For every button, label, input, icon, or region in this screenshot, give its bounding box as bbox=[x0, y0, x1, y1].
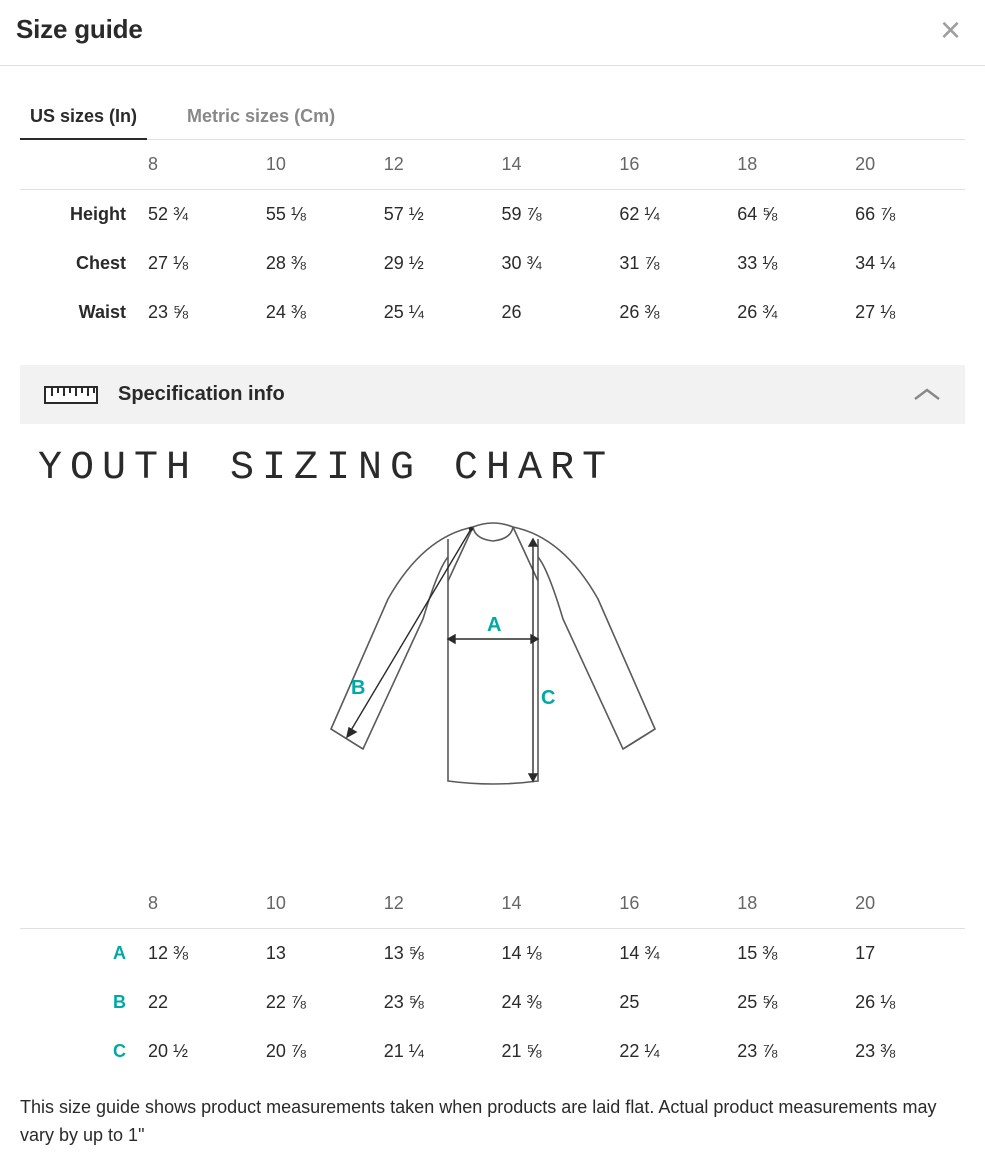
size-col: 16 bbox=[611, 879, 729, 929]
cell: 66 ⅞ bbox=[847, 190, 965, 240]
cell: 25 ¼ bbox=[376, 288, 494, 337]
cell: 20 ½ bbox=[140, 1027, 258, 1076]
cell: 23 ⅜ bbox=[847, 1027, 965, 1076]
size-col: 8 bbox=[140, 140, 258, 190]
cell: 31 ⅞ bbox=[611, 239, 729, 288]
size-col: 8 bbox=[140, 879, 258, 929]
garment-measurements-table: 8 10 12 14 16 18 20 A 12 ⅜ 13 13 ⅝ 14 ⅛ … bbox=[20, 879, 965, 1076]
body-measurements-table: 8 10 12 14 16 18 20 Height 52 ¾ 55 ⅛ 57 … bbox=[20, 140, 965, 337]
diagram-label-c: C bbox=[541, 687, 555, 709]
ruler-icon bbox=[44, 386, 98, 404]
size-col: 18 bbox=[729, 879, 847, 929]
cell: 12 ⅜ bbox=[140, 929, 258, 979]
cell: 23 ⅞ bbox=[729, 1027, 847, 1076]
cell: 29 ½ bbox=[376, 239, 494, 288]
chevron-up-icon bbox=[913, 388, 941, 402]
table-row: Waist 23 ⅝ 24 ⅜ 25 ¼ 26 26 ⅜ 26 ¾ 27 ⅛ bbox=[20, 288, 965, 337]
tab-us-sizes[interactable]: US sizes (In) bbox=[20, 98, 147, 139]
spec-header-left: Specification info bbox=[44, 383, 285, 406]
row-label: Waist bbox=[20, 288, 140, 337]
cell: 13 ⅝ bbox=[376, 929, 494, 979]
cell: 24 ⅜ bbox=[258, 288, 376, 337]
cell: 34 ¼ bbox=[847, 239, 965, 288]
size-col: 14 bbox=[494, 879, 612, 929]
row-label: Height bbox=[20, 190, 140, 240]
table-row: Chest 27 ⅛ 28 ⅜ 29 ½ 30 ¾ 31 ⅞ 33 ⅛ 34 ¼ bbox=[20, 239, 965, 288]
modal-body: US sizes (In) Metric sizes (Cm) 8 10 12 … bbox=[0, 98, 985, 1174]
cell: 23 ⅝ bbox=[140, 288, 258, 337]
cell: 26 bbox=[494, 288, 612, 337]
diagram-label-b: B bbox=[351, 677, 365, 699]
row-label: C bbox=[20, 1027, 140, 1076]
cell: 14 ¾ bbox=[611, 929, 729, 979]
size-col: 10 bbox=[258, 879, 376, 929]
cell: 33 ⅛ bbox=[729, 239, 847, 288]
size-col: 12 bbox=[376, 140, 494, 190]
cell: 30 ¾ bbox=[494, 239, 612, 288]
tab-metric-sizes[interactable]: Metric sizes (Cm) bbox=[177, 98, 345, 139]
modal-header: Size guide × bbox=[0, 0, 985, 66]
close-icon[interactable]: × bbox=[932, 17, 969, 42]
row-label: A bbox=[20, 929, 140, 979]
size-col: 16 bbox=[611, 140, 729, 190]
table-size-header: 8 10 12 14 16 18 20 bbox=[20, 879, 965, 929]
size-col: 20 bbox=[847, 140, 965, 190]
cell: 26 ⅜ bbox=[611, 288, 729, 337]
cell: 62 ¼ bbox=[611, 190, 729, 240]
size-col: 14 bbox=[494, 140, 612, 190]
specification-toggle[interactable]: Specification info bbox=[20, 365, 965, 424]
row-label: B bbox=[20, 978, 140, 1027]
table-size-header: 8 10 12 14 16 18 20 bbox=[20, 140, 965, 190]
table-row: A 12 ⅜ 13 13 ⅝ 14 ⅛ 14 ¾ 15 ⅜ 17 bbox=[20, 929, 965, 979]
cell: 24 ⅜ bbox=[494, 978, 612, 1027]
sizing-diagram: A C B bbox=[20, 509, 965, 819]
modal-title: Size guide bbox=[16, 14, 143, 45]
size-col: 18 bbox=[729, 140, 847, 190]
size-col: 20 bbox=[847, 879, 965, 929]
cell: 28 ⅜ bbox=[258, 239, 376, 288]
chart-heading: YOUTH SIZING CHART bbox=[38, 446, 965, 491]
spec-title: Specification info bbox=[118, 383, 285, 406]
cell: 22 ¼ bbox=[611, 1027, 729, 1076]
cell: 17 bbox=[847, 929, 965, 979]
cell: 20 ⅞ bbox=[258, 1027, 376, 1076]
cell: 59 ⅞ bbox=[494, 190, 612, 240]
cell: 14 ⅛ bbox=[494, 929, 612, 979]
cell: 27 ⅛ bbox=[847, 288, 965, 337]
size-col: 10 bbox=[258, 140, 376, 190]
cell: 22 bbox=[140, 978, 258, 1027]
size-col: 12 bbox=[376, 879, 494, 929]
diagram-label-a: A bbox=[487, 614, 501, 636]
unit-tabs: US sizes (In) Metric sizes (Cm) bbox=[20, 98, 965, 140]
cell: 55 ⅛ bbox=[258, 190, 376, 240]
table-row: Height 52 ¾ 55 ⅛ 57 ½ 59 ⅞ 62 ¼ 64 ⅝ 66 … bbox=[20, 190, 965, 240]
cell: 21 ¼ bbox=[376, 1027, 494, 1076]
cell: 15 ⅜ bbox=[729, 929, 847, 979]
table-row: C 20 ½ 20 ⅞ 21 ¼ 21 ⅝ 22 ¼ 23 ⅞ 23 ⅜ bbox=[20, 1027, 965, 1076]
cell: 26 ¾ bbox=[729, 288, 847, 337]
cell: 27 ⅛ bbox=[140, 239, 258, 288]
cell: 52 ¾ bbox=[140, 190, 258, 240]
cell: 21 ⅝ bbox=[494, 1027, 612, 1076]
row-label: Chest bbox=[20, 239, 140, 288]
size-guide-note: This size guide shows product measuremen… bbox=[20, 1094, 965, 1150]
table-row: B 22 22 ⅞ 23 ⅝ 24 ⅜ 25 25 ⅝ 26 ⅛ bbox=[20, 978, 965, 1027]
cell: 57 ½ bbox=[376, 190, 494, 240]
cell: 13 bbox=[258, 929, 376, 979]
cell: 64 ⅝ bbox=[729, 190, 847, 240]
cell: 23 ⅝ bbox=[376, 978, 494, 1027]
cell: 25 bbox=[611, 978, 729, 1027]
cell: 22 ⅞ bbox=[258, 978, 376, 1027]
cell: 25 ⅝ bbox=[729, 978, 847, 1027]
cell: 26 ⅛ bbox=[847, 978, 965, 1027]
